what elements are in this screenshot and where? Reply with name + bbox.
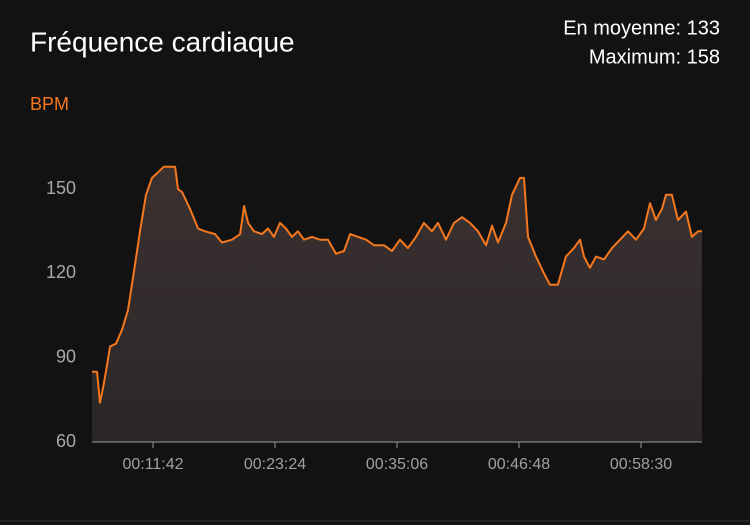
stat-average: En moyenne: 133 [563, 17, 720, 39]
chart-title: Fréquence cardiaque [30, 26, 295, 57]
y-tick-label: 120 [46, 262, 76, 282]
x-tick-label: 00:58:30 [610, 456, 672, 473]
line [92, 165, 702, 404]
stat-maximum: Maximum: 158 [589, 46, 720, 68]
area [92, 166, 702, 442]
y-tick-label: 90 [56, 346, 76, 366]
x-tick-label: 00:23:24 [244, 456, 306, 473]
y-tick-label: 60 [56, 431, 76, 451]
y-tick-label: 150 [46, 178, 76, 198]
y-axis-label: BPM [30, 94, 69, 114]
x-tick-label: 00:46:48 [488, 456, 550, 473]
x-tick-label: 00:35:06 [366, 456, 428, 473]
x-tick-label: 00:11:42 [122, 456, 183, 473]
